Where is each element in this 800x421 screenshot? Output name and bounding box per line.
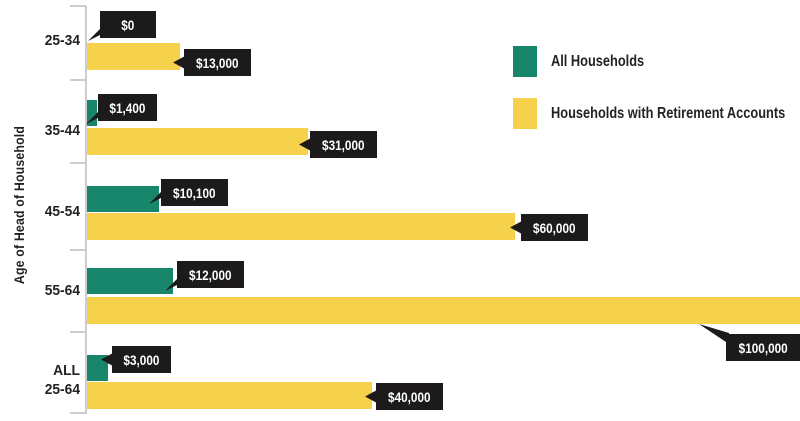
axis-tick (70, 162, 86, 164)
category-label-45-54: 45-54 (44, 203, 80, 220)
data-label-callout: $10,100 (149, 179, 228, 206)
bar-retirement-25-34 (87, 43, 180, 70)
data-label-callout: $0 (88, 11, 156, 41)
category-label-55-64: 55-64 (44, 282, 80, 299)
data-label-callout: $12,000 (165, 261, 244, 291)
axis-tick (70, 79, 86, 81)
axis-tick (70, 331, 86, 333)
bar-retirement-35-44 (87, 128, 309, 155)
category-label-35-44: 35-44 (44, 122, 80, 139)
data-label-callout: $40,000 (365, 383, 443, 410)
data-label-callout: $60,000 (510, 214, 588, 241)
data-label-callout: $1,400 (86, 94, 157, 124)
plot-area (87, 0, 800, 421)
bar-retirement-55-64 (87, 297, 800, 324)
axis-tick (70, 249, 86, 251)
legend-swatch-yellow (513, 98, 537, 129)
category-label-all-25-64: ALL 25-64 (6, 361, 80, 399)
category-label-line: 25-64 (44, 381, 80, 398)
axis-tick (70, 5, 86, 7)
legend-item-all-households: All Households (513, 46, 667, 77)
data-label-callout: $13,000 (173, 49, 251, 76)
y-axis-line (85, 6, 87, 414)
axis-tick (70, 412, 86, 414)
data-label-callout: $31,000 (299, 131, 377, 158)
legend-label: All Households (551, 52, 645, 70)
bar-retirement-all-25-64 (87, 382, 373, 409)
category-label-line: ALL (53, 362, 80, 379)
legend-swatch-green (513, 46, 537, 77)
legend-label: Households with Retirement Accounts (551, 104, 786, 122)
data-label-callout: $3,000 (101, 346, 171, 373)
bar-all-households-55-64 (87, 268, 173, 294)
data-label-callout: $100,000 (699, 324, 800, 361)
bar-retirement-45-54 (87, 213, 515, 240)
bar-all-households-45-54 (87, 186, 159, 212)
bar-all-households-all-25-64 (87, 355, 109, 381)
category-label-25-34: 25-34 (44, 32, 80, 49)
legend-item-retirement-accounts: Households with Retirement Accounts (513, 98, 800, 129)
bar-all-households-35-44 (87, 100, 97, 126)
